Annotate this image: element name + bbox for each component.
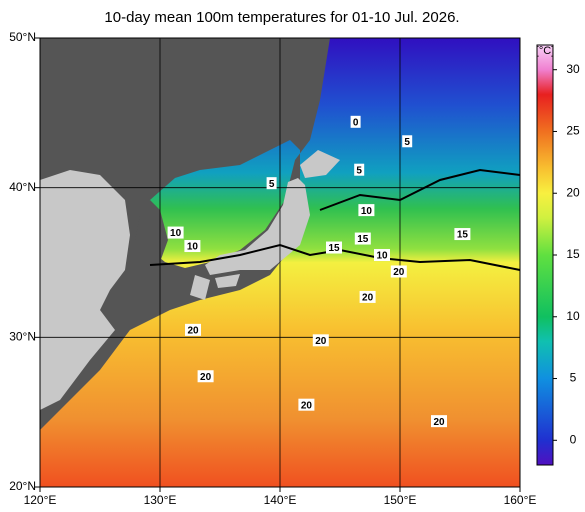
contour-label: 5 — [356, 165, 362, 176]
colorbar-tick-label: 0 — [570, 432, 577, 446]
hokkaido — [300, 150, 340, 178]
contour-label: 10 — [361, 206, 373, 217]
contour-label: 10 — [187, 242, 199, 253]
colorbar-tick-label: 20 — [566, 185, 580, 199]
y-tick-label: 20°N — [9, 479, 36, 493]
x-tick-label: 120°E — [24, 493, 57, 507]
colorbar — [536, 44, 554, 466]
colorbar-unit: [°C] — [536, 45, 554, 57]
contour-label-box — [197, 370, 214, 383]
contour-label-box — [312, 334, 329, 347]
contour-label: 10 — [170, 228, 182, 239]
shikoku — [215, 274, 240, 288]
colorbar-tick-label: 30 — [566, 62, 580, 76]
title: 10-day mean 100m temperatures for 01-10 … — [104, 9, 459, 26]
contour-label: 20 — [200, 372, 212, 383]
contour-label: 15 — [357, 234, 369, 245]
kuroshio-front — [149, 243, 521, 271]
contour-label-box — [374, 249, 390, 262]
contour-label: 5 — [269, 179, 275, 190]
colorbar-tick-label: 25 — [566, 124, 580, 138]
contour-label: 5 — [404, 137, 410, 148]
x-tick-label: 160°E — [504, 493, 537, 507]
contour-label: 15 — [328, 243, 340, 254]
y-tick-label: 30°N — [9, 330, 36, 344]
contour-label-box — [431, 415, 447, 428]
y-tick-label: 40°N — [9, 180, 36, 194]
contour-label: 15 — [457, 230, 469, 241]
contour-label-box — [354, 232, 371, 245]
contour-label: 10 — [376, 251, 388, 262]
contour-label: 20 — [301, 400, 313, 411]
contour-label-box — [354, 163, 365, 176]
colorbar-tick-label: 15 — [566, 247, 580, 261]
contour-label-box — [350, 115, 361, 128]
contour-label-box — [167, 226, 184, 239]
contour-label-box — [390, 265, 407, 278]
y-tick-label: 50°N — [9, 30, 36, 44]
contour-label-box — [266, 177, 277, 190]
honshu — [205, 178, 310, 275]
x-tick-label: 150°E — [384, 493, 417, 507]
contour-label-box — [298, 398, 315, 411]
contour-label-box — [184, 240, 201, 253]
contour-label-box — [358, 204, 375, 217]
contour-label: 20 — [393, 267, 405, 278]
contour-label-box — [454, 228, 471, 241]
colorbar-tick-label: 5 — [570, 371, 577, 385]
contour-label-box — [326, 241, 342, 254]
kyushu — [190, 275, 210, 300]
contour-label-box — [402, 135, 413, 148]
x-tick-label: 140°E — [264, 493, 297, 507]
contour-label: 20 — [362, 293, 374, 304]
contour-label-box — [359, 290, 376, 303]
subarctic-front — [319, 168, 521, 211]
continent — [40, 170, 130, 410]
contour-label: 20 — [315, 336, 327, 347]
contour-label-box — [185, 323, 201, 336]
x-tick-label: 130°E — [144, 493, 177, 507]
contour-label: 20 — [433, 417, 445, 428]
contour-label: 0 — [353, 117, 359, 128]
colorbar-tick-label: 10 — [566, 309, 580, 323]
contour-label: 20 — [187, 325, 199, 336]
